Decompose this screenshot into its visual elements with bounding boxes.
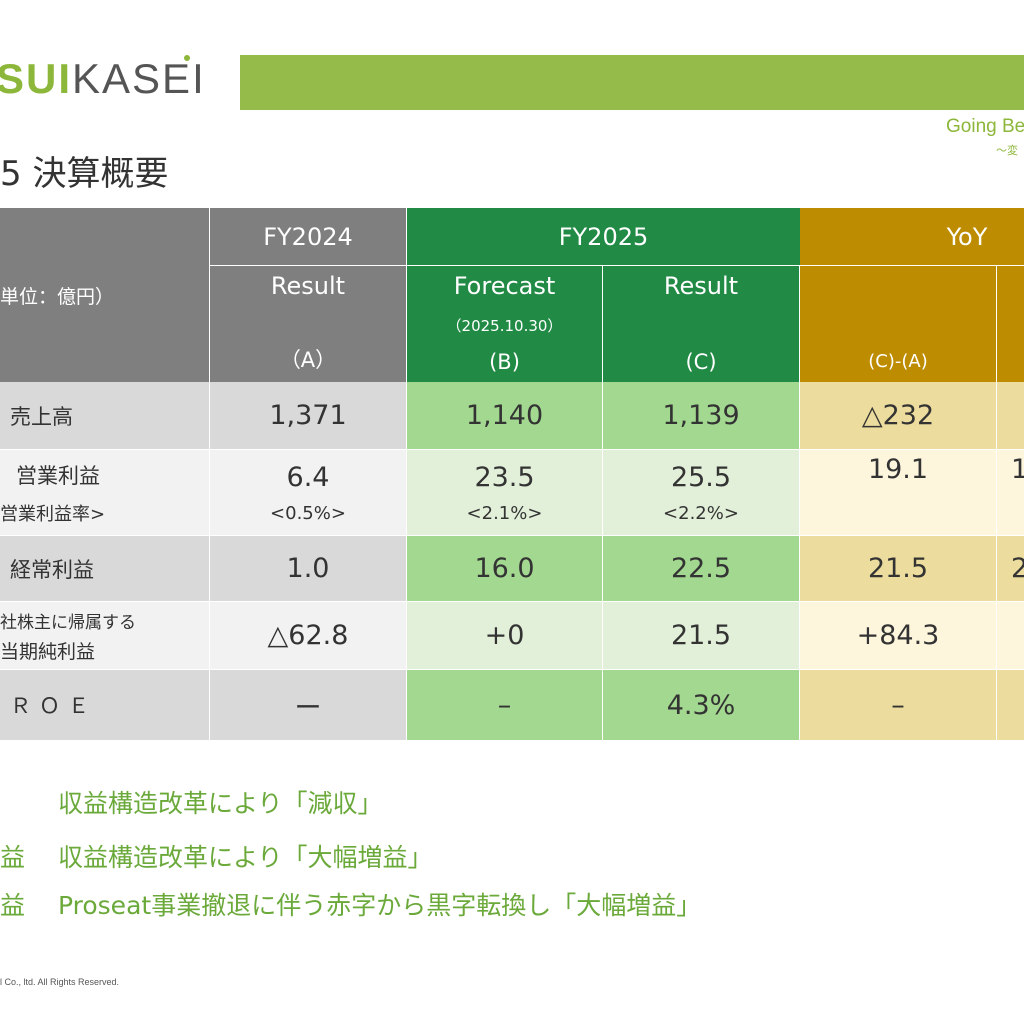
cell-ordinary-b: 16.0 [407,536,603,602]
cell-sales-yoy: △232 [800,382,997,450]
margin: <2.1%> [466,502,543,524]
row-label-text: ＲＯＥ [10,694,97,718]
row-label-subtext: 当期純利益 [0,640,96,663]
unit-header: 単位：億円） [0,208,210,382]
cell-sales-c: 1,139 [603,382,800,450]
cell-sales-extra [997,382,1024,450]
cell-net-income-extra [997,602,1024,670]
result2025-tag: (C) [685,350,717,374]
cell-operating-b: 23.5 <2.1%> [407,450,603,536]
note-lead: 益 [0,843,26,872]
margin: <2.2%> [663,502,739,524]
cell-operating-a: 6.4 <0.5%> [210,450,407,536]
note-operating: 益 収益構造改革により「大幅増益」 [0,838,433,874]
yoy-subheader: (C)-(A) [800,266,997,382]
yoy-pct-subheader [997,266,1024,382]
value: 19.1 [867,454,929,485]
cell-roe-extra [997,670,1024,740]
value: 2 [997,553,1024,584]
fy2025-title: FY2025 [558,222,649,251]
row-label-text: 社株主に帰属する [0,612,136,633]
row-label-text: 営業利益 [16,463,100,488]
row-label-sales: 売上高 [0,382,210,450]
tagline: Going Be [946,116,1024,137]
cell-operating-c: 25.5 <2.2%> [603,450,800,536]
fy2024-sub: Result [270,272,346,300]
forecast-date: （2025.10.30） [446,316,563,335]
logo-rest: KASEI [72,55,206,102]
cell-ordinary-a: 1.0 [210,536,407,602]
result2025-subheader: Result (C) [603,266,800,382]
cell-roe-b: – [407,670,603,740]
cell-operating-yoy: 19.1 [800,450,997,536]
results-table: 単位：億円） FY2024 Result （A） FY2025 Forecast… [0,208,1024,740]
row-label-text: 経常利益 [10,557,94,582]
fy2024-tag: （A） [279,348,337,372]
cell-net-income-c: 21.5 [603,602,800,670]
value: 6.4 [286,461,330,493]
row-label-text: 売上高 [10,404,73,429]
cell-roe-c: 4.3% [603,670,800,740]
tagline-sub: ～変 [996,144,1018,157]
cell-ordinary-extra: 2 [997,536,1024,602]
note-text: Proseat事業撤退に伴う赤字から黒字転換し「大幅増益」 [58,891,702,920]
unit-label: 単位：億円） [0,285,115,308]
forecast-sub: Forecast [453,272,556,300]
cell-ordinary-c: 22.5 [603,536,800,602]
cell-sales-a: 1,371 [210,382,407,450]
header-bar [240,55,1024,110]
cell-ordinary-yoy: 21.5 [800,536,997,602]
note-text: 収益構造改革により「大幅増益」 [58,843,433,872]
fy2024-subheader: Result （A） [210,266,407,382]
note-sales: 収益構造改革により「減収」 [0,784,383,820]
row-label-subtext: 営業利益率> [0,503,106,525]
row-label-ordinary: 経常利益 [0,536,210,602]
yoy-header: YoY [800,208,1024,266]
cell-roe-yoy: – [800,670,997,740]
cell-net-income-yoy: +84.3 [800,602,997,670]
cell-operating-extra: 1 [997,450,1024,536]
fy2024-title: FY2024 [263,222,353,251]
forecast-subheader: Forecast （2025.10.30） (B) [407,266,603,382]
cell-net-income-a: △62.8 [210,602,407,670]
company-logo: SUIKASEI [0,58,206,100]
note-lead: 益 [0,891,26,920]
page-title: 5 決算概要 [0,154,169,194]
note-net-income: 益 Proseat事業撤退に伴う赤字から黒字転換し「大幅増益」 [0,886,701,922]
row-label-net-income: 社株主に帰属する 当期純利益 [0,602,210,670]
forecast-tag: (B) [489,350,520,374]
result2025-sub: Result [663,272,739,300]
fy2024-header: FY2024 [210,208,407,266]
cell-sales-b: 1,140 [407,382,603,450]
copyright: l Co., ltd. All Rights Reserved. [0,977,120,987]
value: 25.5 [670,461,732,493]
margin: <0.5%> [270,502,346,524]
value: 1 [997,454,1024,485]
fy2025-header: FY2025 [407,208,800,266]
row-label-roe: ＲＯＥ [0,670,210,740]
cell-net-income-b: +0 [407,602,603,670]
cell-roe-a: ー [210,670,407,740]
yoy-tag: (C)-(A) [868,351,928,372]
value: 23.5 [474,461,535,493]
logo-dot [184,55,190,61]
row-label-operating: 営業利益 営業利益率> [0,450,210,536]
logo-accent: SUI [0,55,73,102]
note-text: 収益構造改革により「減収」 [58,789,383,818]
yoy-title: YoY [946,222,988,251]
